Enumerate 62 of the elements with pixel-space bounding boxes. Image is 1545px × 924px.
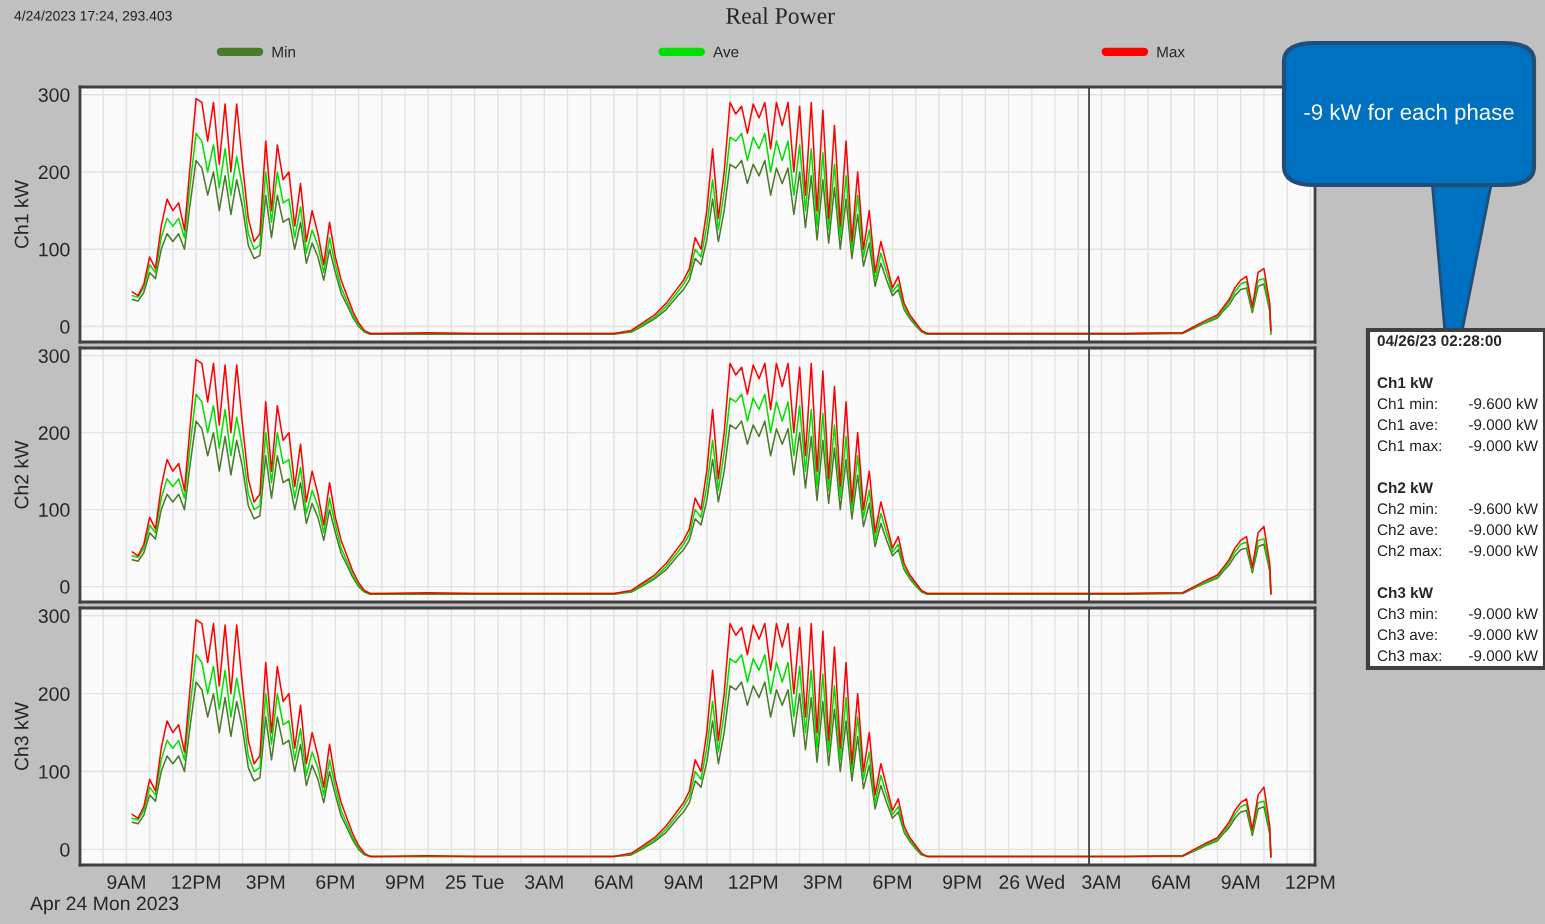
y-tick-label: 200 — [38, 687, 70, 701]
x-tick-label: 3AM — [525, 875, 563, 889]
y-tick-label: 0 — [60, 320, 70, 334]
x-tick-label: 3AM — [1082, 875, 1120, 889]
y-tick-label: 0 — [60, 580, 70, 594]
y-tick-label: 200 — [38, 165, 70, 180]
x-tick-label: 26 Wed — [999, 874, 1064, 889]
x-tick-label: 12PM — [729, 875, 778, 889]
annotation: -9 kW for each phase — [1304, 103, 1514, 125]
x-tick-label: 12PM — [1286, 875, 1335, 889]
x-tick-label: 6PM — [316, 875, 354, 889]
x-axis-title: Apr 24 Mon 2023 — [30, 896, 179, 915]
y-tick-label: 300 — [38, 609, 70, 624]
text: Ch3 max: — [1377, 649, 1441, 662]
text: Ch3 min: — [1377, 607, 1437, 620]
y-tick-label: 300 — [38, 88, 70, 102]
x-tick-label: 9PM — [385, 875, 424, 889]
text: Ch2 max: — [1377, 544, 1441, 557]
y-tick-label: 100 — [39, 765, 70, 779]
x-tick-label: 3PM — [803, 875, 842, 889]
text: Ch1 ave: — [1377, 418, 1437, 431]
text: 4/24/2023 17:24, 293.403 — [14, 10, 172, 23]
text: Ch1 max: — [1377, 439, 1441, 452]
x-tick-label: 9PM — [943, 875, 981, 889]
text: -9.000 kW — [1469, 418, 1538, 431]
text: Ch2 ave: — [1377, 523, 1437, 536]
text: Ch2 kW — [1377, 481, 1434, 494]
y-tick-label: 100 — [39, 242, 70, 257]
x-tick-label: 6PM — [873, 875, 911, 889]
legend-label: Ave — [713, 46, 739, 58]
y-axis-title: Ch3 kW — [14, 701, 29, 771]
text: 04/26/23 02:28:00 — [1377, 334, 1502, 347]
y-tick-label: 0 — [60, 842, 70, 857]
text: -9.000 kW — [1469, 523, 1538, 536]
x-tick-label: 9AM — [1221, 875, 1260, 889]
y-tick-label: 300 — [38, 349, 70, 363]
x-tick-label: 25 Tue — [445, 875, 504, 889]
x-tick-label: 9AM — [664, 875, 702, 889]
x-tick-label: 9AM — [107, 875, 145, 889]
y-tick-label: 100 — [39, 503, 70, 517]
text: Ch2 min: — [1377, 502, 1437, 515]
text: -9.600 kW — [1469, 397, 1538, 410]
text: -9.000 kW — [1469, 544, 1538, 557]
text: Ch3 kW — [1377, 586, 1434, 599]
x-tick-label: 12PM — [172, 875, 220, 889]
legend-label: Max — [1157, 46, 1185, 58]
chart-title: Real Power — [726, 7, 835, 24]
x-tick-label: 3PM — [246, 875, 285, 889]
text: -9.000 kW — [1469, 649, 1538, 662]
y-axis-title: Ch2 kW — [14, 440, 29, 509]
text: -9.000 kW — [1469, 628, 1538, 641]
x-tick-label: 6AM — [1152, 875, 1190, 889]
y-axis-title: Ch1 kW — [14, 179, 29, 249]
text: -9.600 kW — [1469, 502, 1538, 515]
text: Ch1 kW — [1377, 376, 1434, 389]
text: -9.000 kW — [1469, 607, 1538, 620]
y-tick-label: 200 — [38, 426, 70, 440]
legend-label: Min — [272, 46, 295, 58]
text: -9.000 kW — [1469, 439, 1538, 452]
x-tick-label: 6AM — [594, 875, 633, 889]
text: Ch3 ave: — [1377, 628, 1437, 641]
text: Ch1 min: — [1377, 397, 1437, 410]
